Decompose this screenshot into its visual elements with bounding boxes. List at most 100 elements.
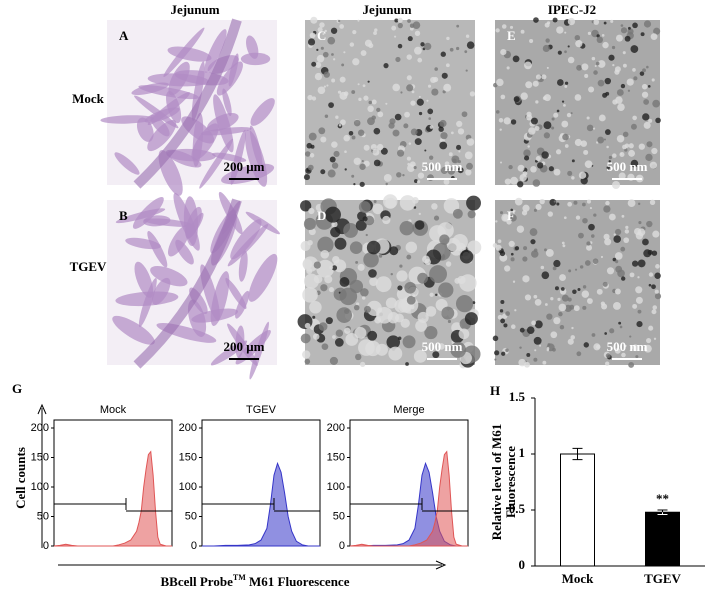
texture [304,151,311,157]
texture [646,141,653,148]
texture [391,25,397,31]
texture [316,54,325,63]
villus [115,208,166,224]
texture [302,256,319,272]
texture [445,261,452,267]
texture [533,294,538,299]
histogram [349,450,468,547]
texture [600,255,604,259]
texture [636,321,643,328]
texture [363,305,371,313]
texture [638,143,645,150]
texture [450,342,467,358]
texture [501,24,507,29]
texture [557,79,564,86]
texture [312,315,316,319]
texture [603,205,611,213]
texture [541,151,549,159]
texture [394,299,408,313]
villus [210,340,248,366]
villus [167,46,212,62]
texture [603,233,610,240]
texture [531,250,539,258]
texture [525,81,533,89]
x-axis-label-part: TM [233,573,246,582]
y-tick-label: 0 [191,540,197,552]
texture [358,201,371,214]
texture [601,34,605,37]
texture [446,237,461,252]
texture [431,88,439,96]
texture [500,299,505,305]
texture [637,309,642,314]
texture [464,312,478,326]
texture [651,78,655,82]
texture [564,85,568,88]
y-tick-label: 150 [327,451,345,463]
texture [438,126,444,132]
texture [366,240,381,255]
texture [556,202,560,206]
micrograph [493,17,661,189]
texture [561,241,565,245]
texture [456,144,462,150]
texture [363,251,379,268]
y-tick-label: 100 [31,481,49,493]
texture [429,292,434,297]
y-tick-label: 1.5 [509,389,526,404]
texture [326,84,329,87]
texture [533,17,539,23]
texture [406,254,412,260]
texture [353,119,361,127]
texture [304,322,311,329]
texture [322,51,329,58]
texture [407,164,415,172]
texture [512,280,516,283]
texture [329,156,336,163]
texture [556,26,564,34]
texture [641,83,648,90]
panel-letter: G [12,381,22,396]
texture [335,329,344,337]
texture [309,153,315,158]
texture [513,96,520,103]
y-axis-label: Fluorescence [503,446,518,518]
texture [313,261,321,269]
texture [602,281,608,287]
texture [530,117,538,125]
texture [410,128,418,136]
villus [185,206,202,239]
texture [529,228,538,236]
texture [567,338,574,345]
texture [499,250,506,257]
texture [320,46,324,50]
texture [648,283,652,287]
x-axis-label: BBcell ProbeTM M61 Fluorescence [161,573,350,589]
texture [433,215,440,221]
texture [406,295,416,305]
texture [632,303,638,309]
texture [574,268,578,271]
texture [319,22,325,28]
texture [547,211,554,217]
texture [499,309,504,313]
texture [330,27,338,34]
texture [652,230,660,238]
texture [352,58,360,66]
texture [622,131,629,138]
y-axis-label: Relative level of M61 [489,424,504,541]
texture [562,244,566,248]
histogram [202,461,320,547]
texture [314,72,323,81]
texture [527,145,530,148]
texture [365,233,368,237]
x-axis-label-part: BBcell Probe [161,574,234,589]
texture [545,38,550,43]
texture [424,149,427,152]
texture [343,134,350,142]
texture [529,38,534,44]
texture [582,217,588,224]
texture [558,311,563,317]
texture [584,260,591,266]
texture [406,75,412,81]
